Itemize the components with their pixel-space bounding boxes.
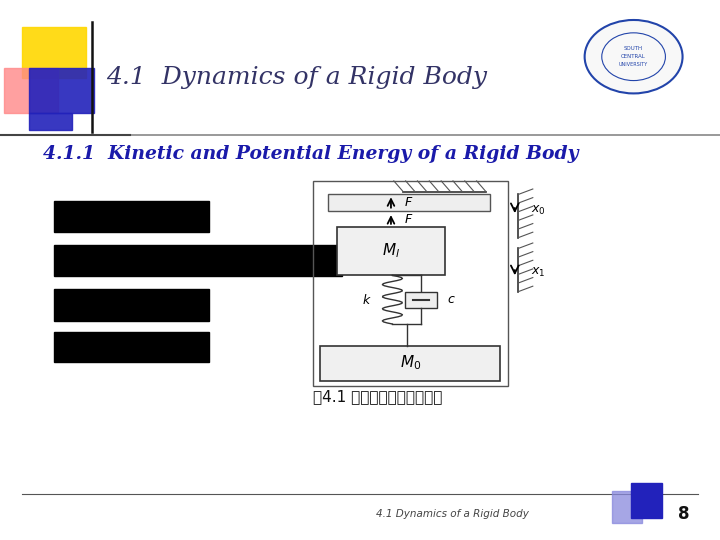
Text: UNIVERSITY: UNIVERSITY [619,62,648,68]
Bar [631,483,662,518]
Bar [54,201,209,232]
Text: $x_0$: $x_0$ [531,204,545,217]
Text: $c$: $c$ [447,293,456,306]
Text: $M_l$: $M_l$ [382,242,400,260]
Bar [29,68,94,113]
Bar [612,491,642,523]
Bar [337,227,445,275]
Text: SOUTH: SOUTH [624,46,643,51]
Bar [29,113,72,130]
Bar [328,194,490,211]
Text: $M_0$: $M_0$ [400,354,421,373]
Text: 图4.1 一般物体的动能与位能: 图4.1 一般物体的动能与位能 [313,389,443,404]
Text: $F$: $F$ [404,196,413,209]
Text: $F$: $F$ [404,213,413,226]
Bar [313,181,508,386]
Text: $k$: $k$ [362,293,372,307]
Bar [4,68,58,113]
Bar [405,292,437,308]
Circle shape [585,20,683,93]
Bar [22,27,86,78]
Text: 4.1  Dynamics of a Rigid Body: 4.1 Dynamics of a Rigid Body [107,66,487,89]
Text: 4.1.1  Kinetic and Potential Energy of a Rigid Body: 4.1.1 Kinetic and Potential Energy of a … [43,145,579,163]
Bar [320,346,500,381]
Text: 8: 8 [678,505,690,523]
Bar [54,332,209,362]
Text: CENTRAL: CENTRAL [621,54,646,59]
Text: $x_1$: $x_1$ [531,266,545,279]
Text: 4.1 Dynamics of a Rigid Body: 4.1 Dynamics of a Rigid Body [377,509,529,519]
Bar [54,289,209,321]
Bar [54,245,342,276]
